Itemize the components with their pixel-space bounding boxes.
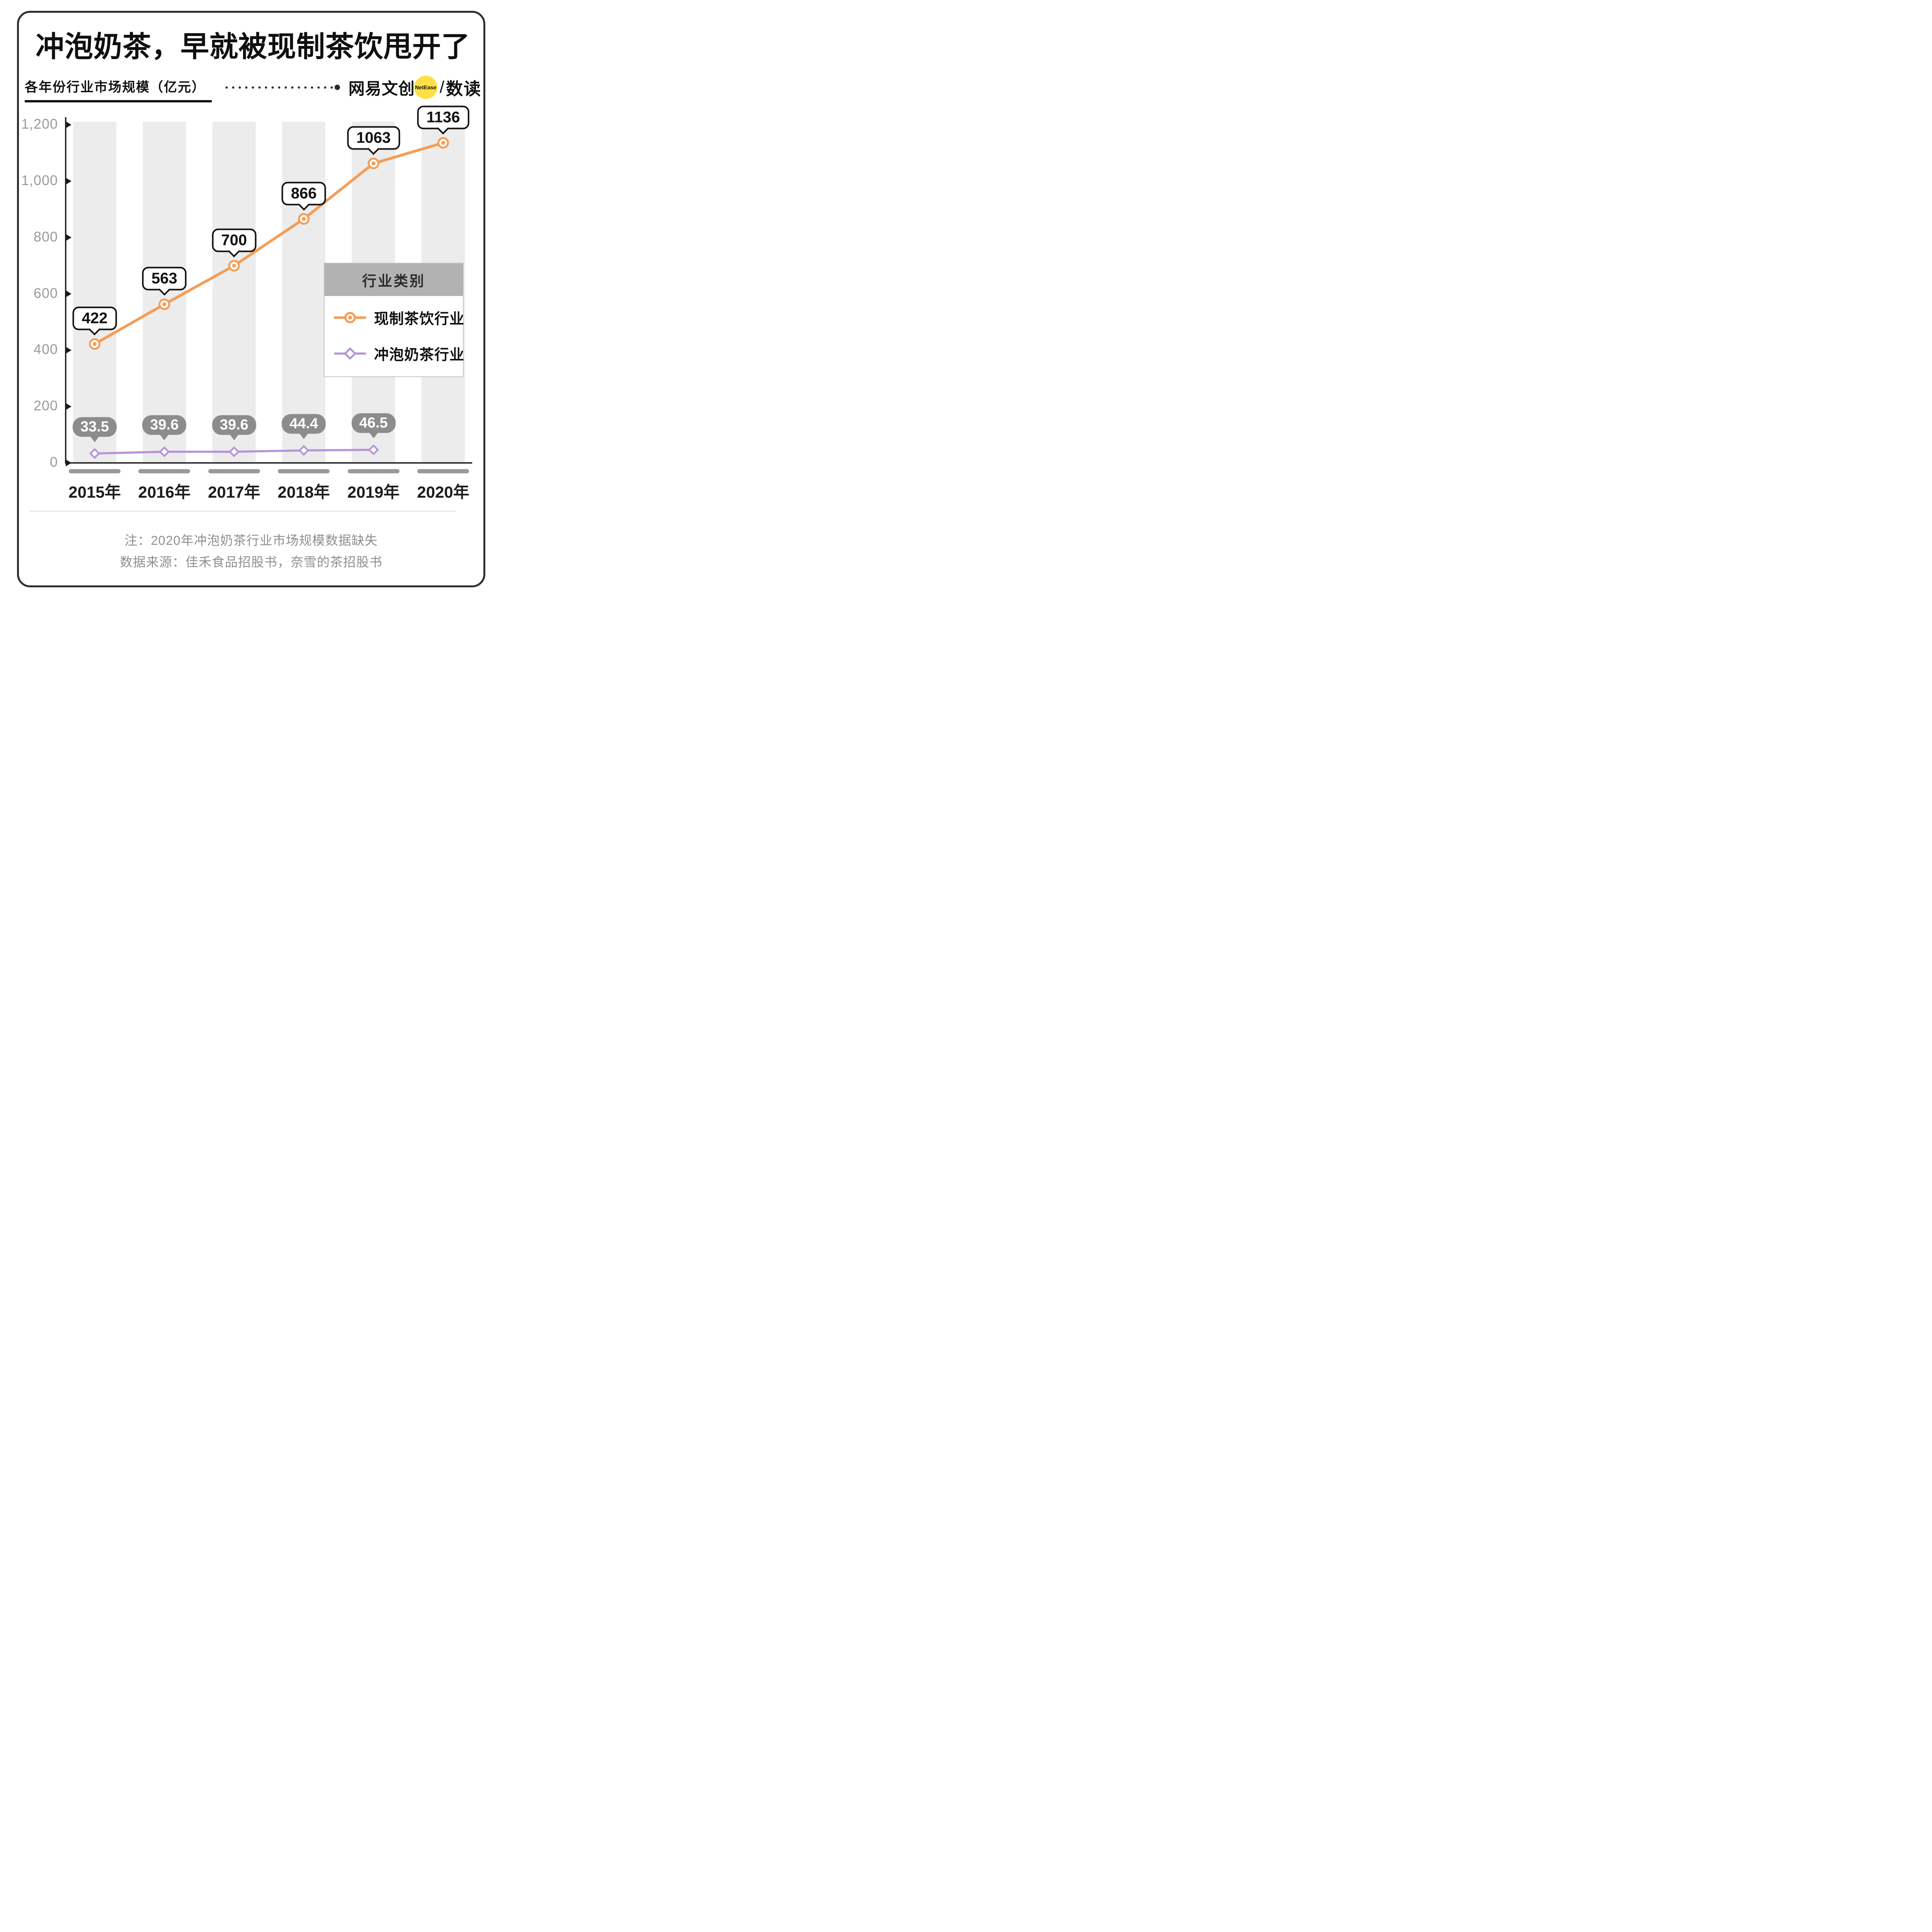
y-axis-label: 1,200 [21,116,58,132]
x-axis-marker-bar [138,469,190,473]
y-axis-label: 1,000 [21,172,58,188]
fresh-tea-marker-dot [93,342,97,346]
y-axis-label: 600 [33,285,58,301]
value-label-fresh-tea: 866 [281,182,326,206]
fresh-tea-line [93,141,445,345]
x-axis-label: 2019年 [347,483,400,501]
brand-name: 网易文创 [348,79,415,98]
fresh-tea-marker-dot [232,264,236,268]
value-label-fresh-tea: 422 [72,306,117,330]
value-label-fresh-tea: 563 [142,267,187,291]
legend-item-fresh-tea: 现制茶饮行业 [325,296,465,332]
data-source: 数据来源：佳禾食品招股书，奈雪的茶招股书 [120,555,383,569]
x-axis-marker-bar [69,469,121,473]
x-axis-label: 2018年 [277,483,330,501]
instant-tea-marker [89,448,100,459]
fresh-tea-marker-dot [302,217,306,221]
x-axis-marker-bar [417,469,469,473]
x-axis-label: 2015年 [68,483,121,501]
brand-separator: / [439,78,444,97]
page-title: 冲泡奶茶，早就被现制茶饮甩开了 [36,31,470,63]
instant-tea-marker [368,444,379,456]
y-axis-label: 400 [33,341,58,357]
y-axis-tick [66,234,71,241]
legend-box: 行业类别 现制茶饮行业 冲泡奶茶行业 [324,263,464,377]
footer-divider [29,511,456,512]
y-axis-tick [66,121,71,128]
x-axis-marker-bar [278,469,330,473]
value-label-instant-tea: 39.6 [142,415,187,435]
value-label-instant-tea: 46.5 [351,413,396,433]
value-label-fresh-tea: 700 [212,228,257,252]
dotted-leader [223,86,339,89]
instant-tea-marker [298,445,310,456]
value-label-instant-tea: 39.6 [212,415,256,435]
y-axis-tick [66,459,71,466]
instant-tea-marker [228,446,240,457]
legend-label-instant-tea: 冲泡奶茶行业 [374,347,465,363]
y-axis-label: 800 [33,228,58,245]
instant-tea-marker [159,446,170,457]
value-label-instant-tea: 44.4 [282,414,326,434]
x-axis-label: 2020年 [417,483,469,501]
chart-subtitle: 各年份行业市场规模（亿元） [25,76,212,102]
chart-band [73,122,116,463]
value-label-fresh-tea: 1063 [347,126,400,150]
legend-label-fresh-tea: 现制茶饮行业 [374,311,465,327]
value-label-fresh-tea: 1136 [417,105,469,129]
netease-badge-icon: NetEase [414,76,437,99]
legend-item-instant-tea: 冲泡奶茶行业 [325,332,465,376]
fresh-tea-marker-dot [441,141,445,145]
y-axis-tick [66,177,71,185]
purple-line-marker-icon [334,347,366,360]
brand-logo: 网易文创 NetEase / 数读 [349,75,481,100]
legend-title: 行业类别 [325,264,463,296]
footnote: 注：2020年冲泡奶茶行业市场规模数据缺失 [124,533,378,548]
y-axis-tick [66,347,71,354]
x-axis-marker-bar [208,469,260,473]
line-chart: 0 200 400 600 800 1,000 1,200 2015年 2016年 2017年 20… [0,0,502,599]
chart-band [212,122,256,463]
value-label-instant-tea: 33.5 [73,417,117,437]
y-axis-label: 200 [33,398,58,414]
x-axis-label: 2017年 [208,483,260,501]
chart-band [282,122,326,463]
fresh-tea-marker-dot [162,302,167,306]
x-axis-label: 2016年 [138,483,191,501]
infographic-page: 冲泡奶茶，早就被现制茶饮甩开了 各年份行业市场规模（亿元） 网易文创 NetEa… [0,0,502,599]
y-axis-tick [66,403,71,410]
orange-line-marker-icon [334,311,366,323]
brand-suffix: 数读 [446,80,481,99]
fresh-tea-marker-dot [371,161,376,165]
y-axis-tick [66,290,71,298]
subtitle-row: 各年份行业市场规模（亿元） 网易文创 NetEase / 数读 [25,75,481,103]
x-axis-marker-bar [347,469,400,473]
y-axis-label: 0 [49,454,58,470]
